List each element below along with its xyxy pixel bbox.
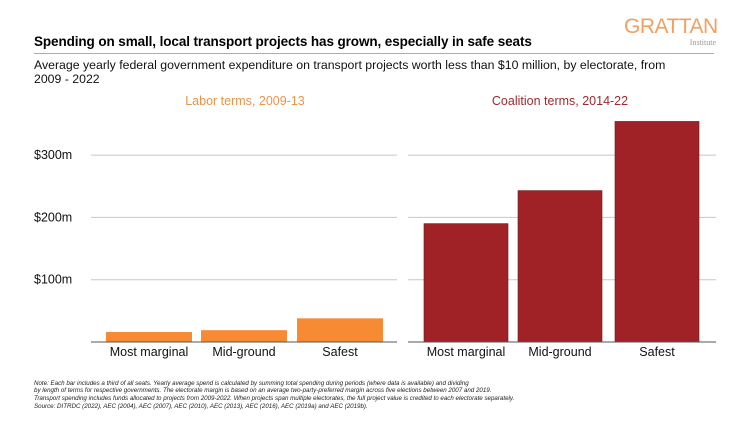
bar-most-marginal — [423, 223, 509, 343]
category-label: Most marginal — [427, 345, 506, 359]
logo-subtext: Institute — [689, 38, 716, 47]
panel-labor: Labor terms, 2009-13 Most marginal Mid-gro… — [91, 94, 397, 359]
title-rule — [34, 53, 714, 54]
y-axis-ticks: $100m $200m $300m — [34, 148, 72, 287]
panel-title: Coalition terms, 2014-22 — [492, 94, 628, 108]
category-label: Mid-ground — [528, 345, 591, 359]
source-line: Source: DITRDC (2022), AEC (2004), AEC (… — [34, 403, 368, 411]
bar-most-marginal — [106, 332, 192, 342]
footnote-line: Note: Each bar includes a third of all s… — [34, 380, 469, 387]
footnote-line: Transport spending includes funds alloca… — [34, 394, 515, 402]
chart-title: Spending on small, local transport proje… — [34, 34, 532, 49]
panel-coalition: Coalition terms, 2014-22 Most marginal Mid… — [408, 94, 716, 359]
bar-safest — [297, 318, 383, 342]
chart-subtitle: Average yearly federal government expend… — [34, 58, 666, 86]
y-tick-label: $100m — [34, 273, 72, 287]
panels: Labor terms, 2009-13 Most marginal Mid-gro… — [91, 94, 716, 359]
bar-mid-ground — [517, 190, 603, 343]
bar-safest — [614, 121, 700, 343]
bar-mid-ground — [201, 330, 287, 342]
logo-wordmark: GRATTAN — [624, 15, 718, 38]
footnote-line: by length of terms for respective govern… — [34, 387, 492, 395]
category-label: Safest — [639, 345, 675, 359]
grattan-logo: GRATTAN Institute — [624, 15, 718, 47]
y-tick-label: $200m — [34, 210, 72, 224]
category-label: Safest — [322, 345, 358, 359]
panel-title: Labor terms, 2009-13 — [185, 94, 305, 108]
category-label: Mid-ground — [212, 345, 275, 359]
y-tick-label: $300m — [34, 148, 72, 162]
footnote: Note: Each bar includes a third of all s… — [34, 380, 734, 411]
category-label: Most marginal — [110, 345, 189, 359]
